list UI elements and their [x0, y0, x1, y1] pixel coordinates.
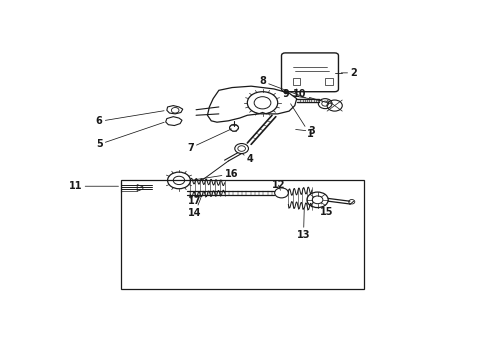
Text: 17: 17 — [188, 192, 205, 206]
Text: 12: 12 — [272, 180, 285, 190]
Text: 6: 6 — [96, 111, 164, 126]
Text: 14: 14 — [188, 198, 202, 218]
Bar — [121, 180, 364, 288]
Text: 15: 15 — [320, 203, 334, 217]
Text: 4: 4 — [243, 154, 254, 164]
Text: 5: 5 — [96, 122, 164, 149]
Text: 7: 7 — [187, 129, 231, 153]
Text: 16: 16 — [193, 169, 238, 180]
Text: 10: 10 — [293, 90, 331, 104]
Text: 1: 1 — [291, 104, 314, 139]
Text: 13: 13 — [297, 210, 310, 240]
Text: 3: 3 — [295, 126, 315, 136]
Text: 9: 9 — [283, 90, 322, 101]
Text: 2: 2 — [341, 68, 357, 78]
Bar — [325, 78, 333, 85]
Text: 8: 8 — [259, 76, 305, 98]
Bar — [293, 78, 300, 85]
Text: 11: 11 — [69, 181, 119, 191]
